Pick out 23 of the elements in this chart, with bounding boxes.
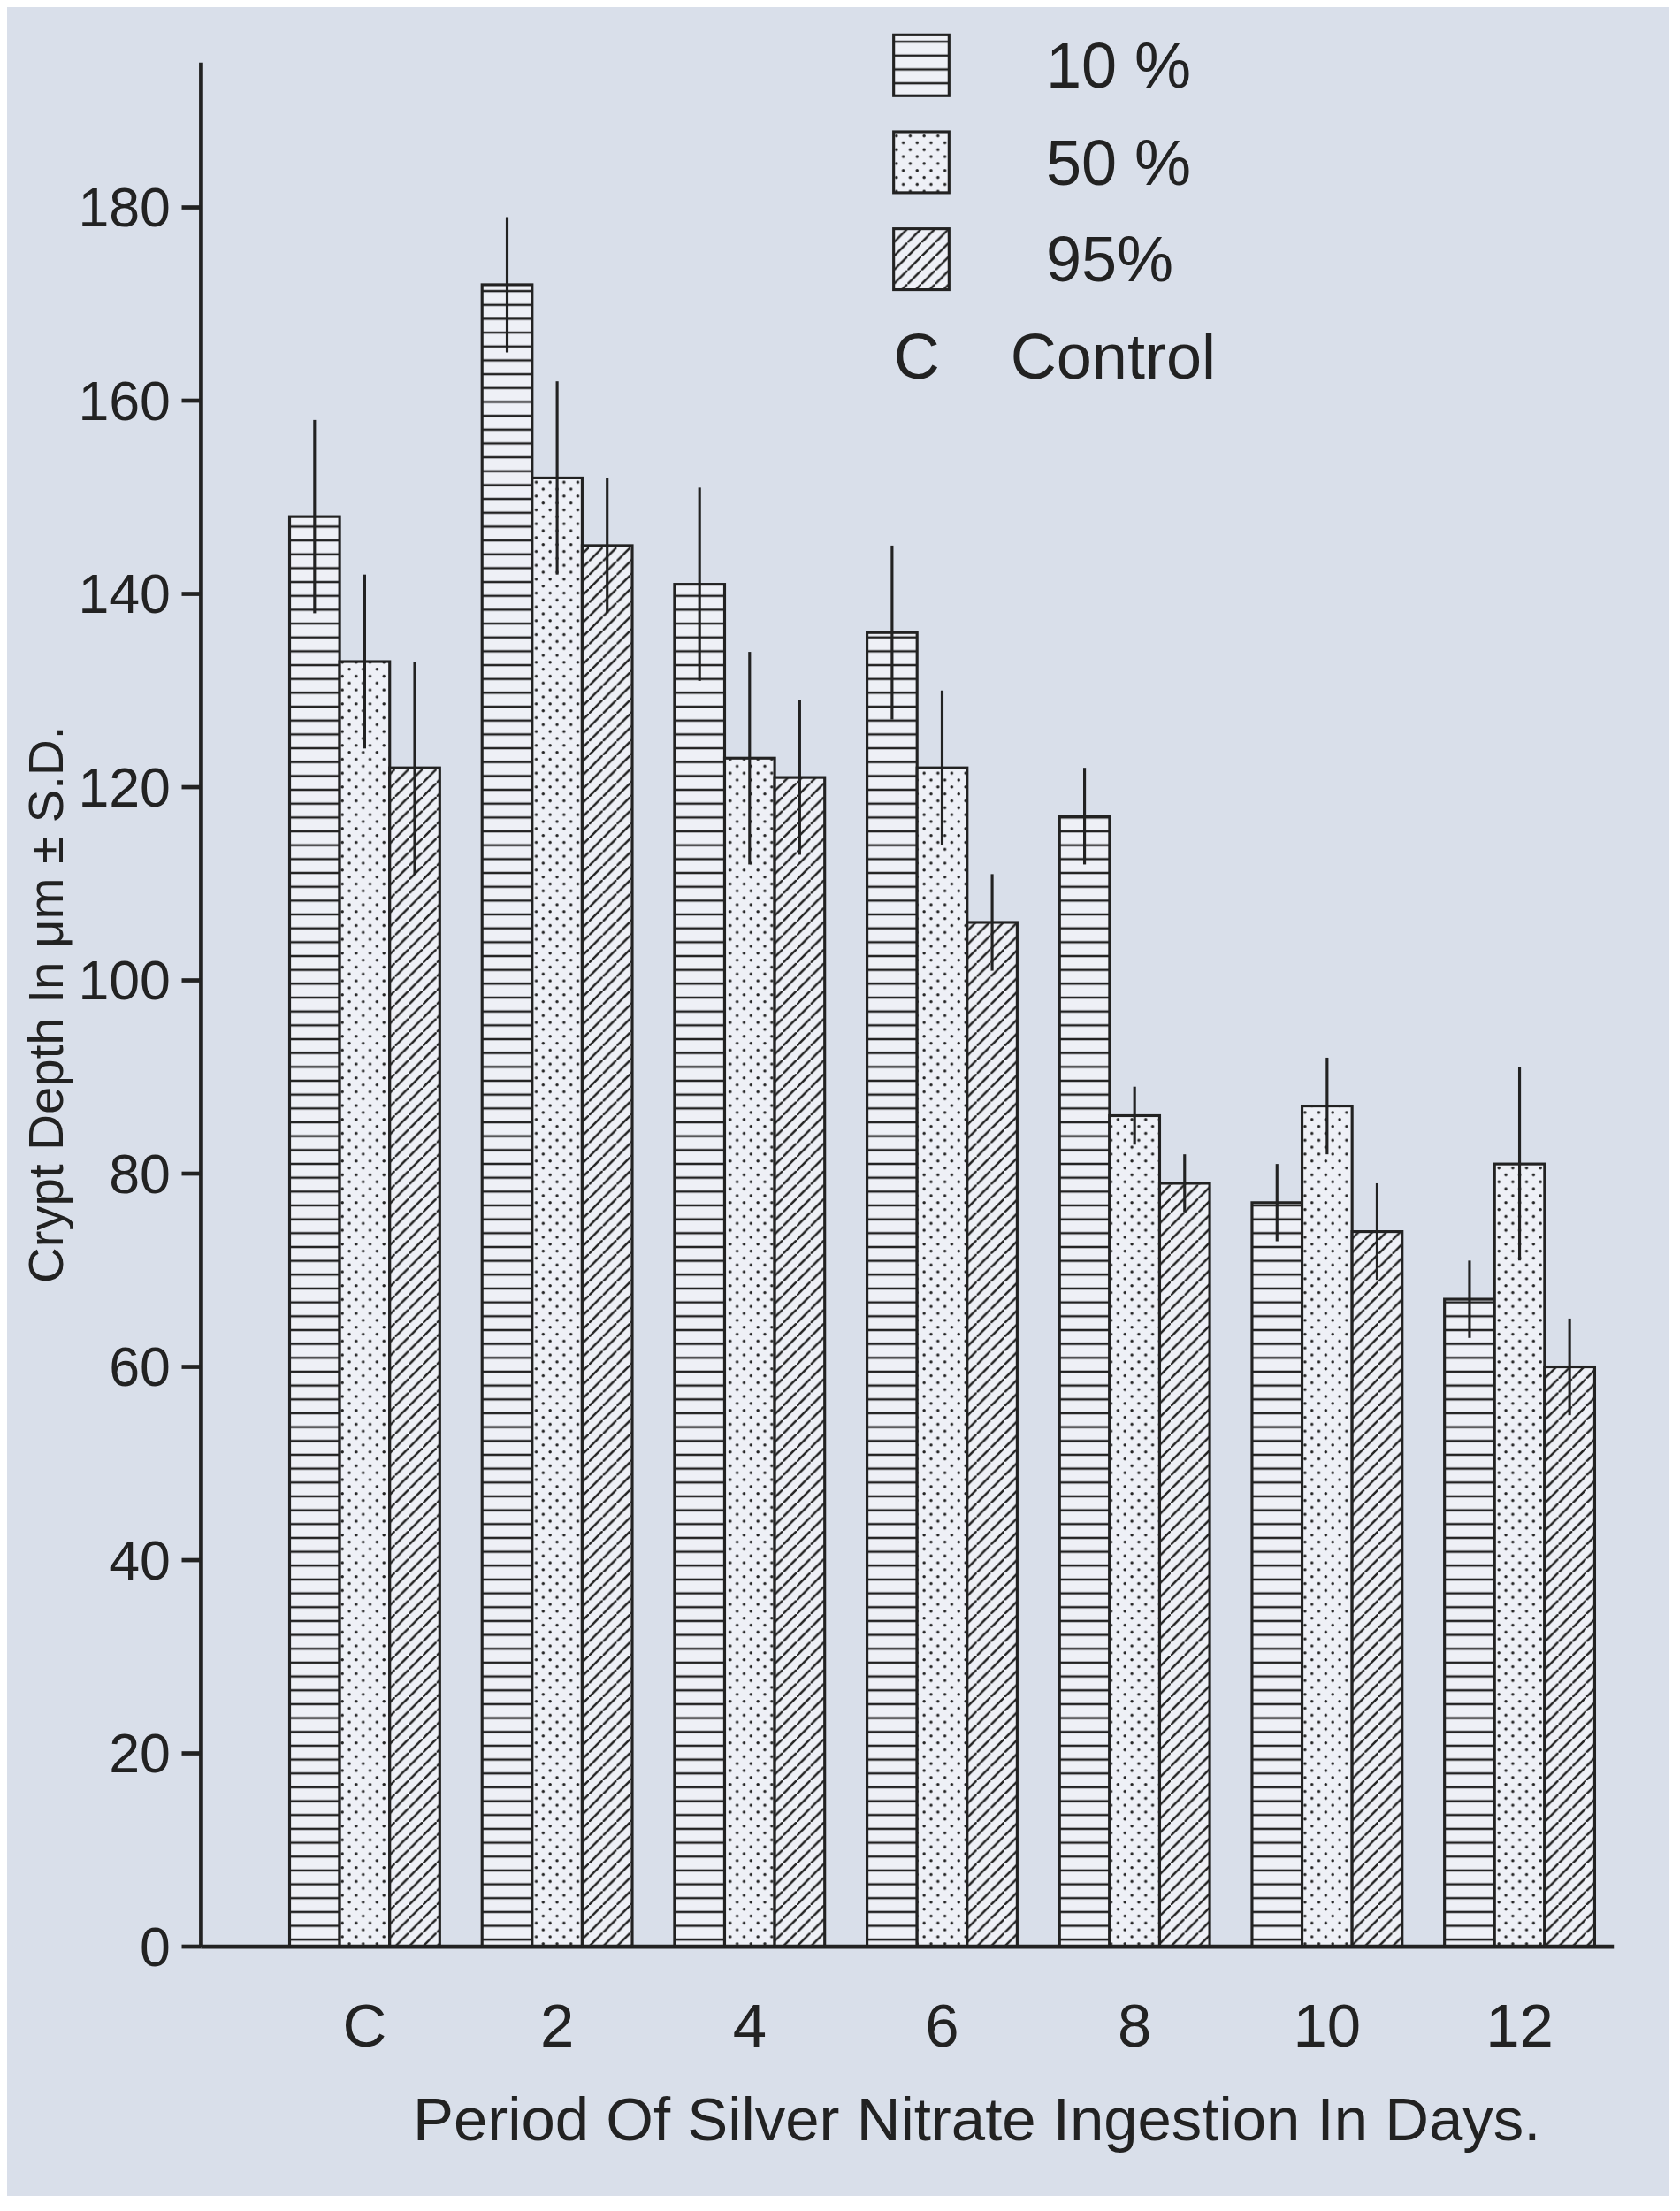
legend-label: 10 % bbox=[1045, 30, 1192, 102]
y-axis-title: Crypt Depth In μm ± S.D. bbox=[17, 725, 73, 1284]
legend-label: 50 % bbox=[1045, 126, 1192, 198]
y-tick-label: 80 bbox=[109, 1142, 171, 1205]
y-tick-label: 140 bbox=[78, 562, 171, 625]
annotation: C Control bbox=[893, 320, 1217, 392]
x-tick-label: 6 bbox=[925, 1991, 959, 2060]
y-tick-label: 120 bbox=[78, 755, 171, 818]
y-tick-label: 100 bbox=[78, 949, 171, 1012]
y-tick-label: 60 bbox=[109, 1335, 171, 1398]
y-tick-label: 20 bbox=[109, 1722, 171, 1785]
x-tick-label: 8 bbox=[1118, 1991, 1152, 2060]
legend-label: 95% bbox=[1045, 224, 1174, 295]
x-tick-label: 2 bbox=[539, 1991, 575, 2060]
x-tick-label: 12 bbox=[1485, 1991, 1554, 2060]
x-tick-label: 10 bbox=[1293, 1991, 1362, 2060]
x-tick-label: 4 bbox=[732, 1991, 767, 2060]
x-tick-label: C bbox=[342, 1991, 387, 2060]
y-tick-label: 180 bbox=[78, 176, 171, 239]
y-tick-label: 40 bbox=[109, 1528, 171, 1591]
x-axis-title: Period Of Silver Nitrate Ingestion In Days. bbox=[412, 2085, 1541, 2154]
y-tick-label: 160 bbox=[78, 369, 171, 432]
y-tick-label: 0 bbox=[140, 1915, 171, 1978]
